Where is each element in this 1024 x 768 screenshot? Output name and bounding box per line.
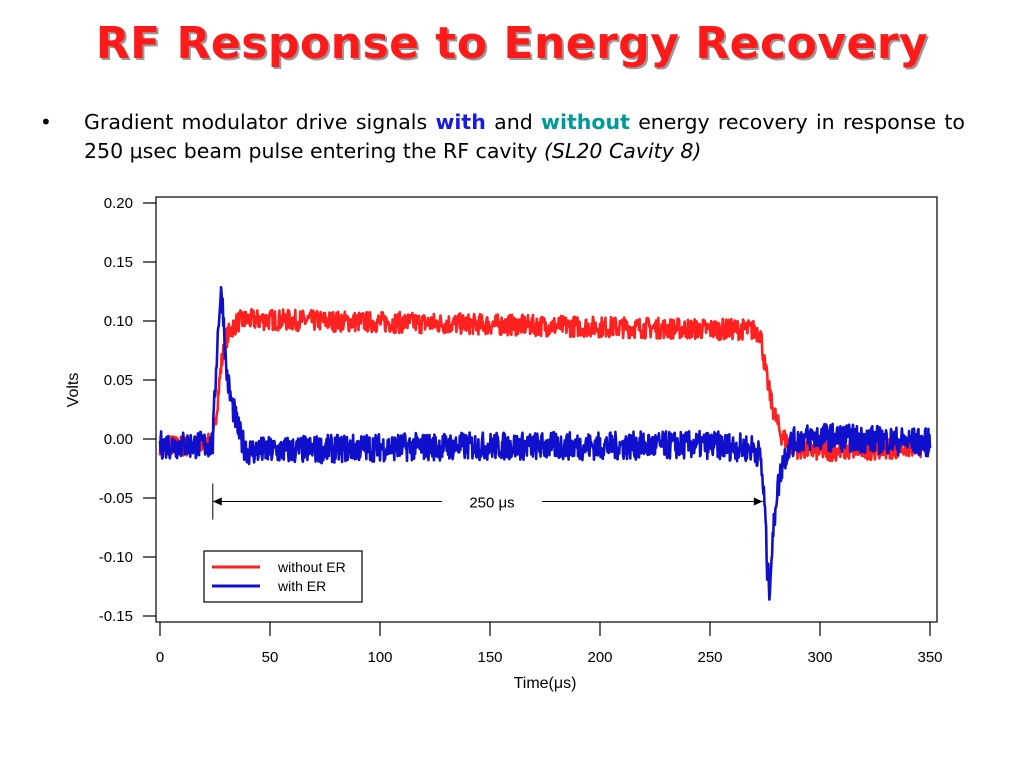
arrowhead-right [753, 497, 763, 506]
legend: without ER with ER [203, 550, 363, 603]
bullet-text-a: Gradient modulator drive signals [84, 110, 428, 134]
y-axis-label: Volts [65, 373, 82, 408]
x-tick-label: 150 [477, 649, 502, 666]
y-tick-label: 0.00 [104, 431, 133, 448]
x-tick-label: 50 [262, 649, 279, 666]
plot-area: 0.20 0.15 0.10 0.05 0.00 -0.05 -0.10 -0.15 0 50 10… [99, 195, 943, 666]
y-tick-label: 0.05 [104, 372, 133, 389]
y-tick-label: -0.15 [99, 608, 133, 625]
arrowhead-left [212, 497, 222, 506]
x-tick-label: 100 [367, 649, 392, 666]
x-tick-label: 200 [587, 649, 612, 666]
plot-frame [155, 196, 938, 623]
legend-label-with-er: with ER [277, 578, 326, 594]
x-tick-label: 0 [156, 649, 164, 666]
keyword-with: with [435, 110, 486, 134]
x-tick-label: 300 [807, 649, 832, 666]
x-tick-label: 250 [697, 649, 722, 666]
keyword-without: without [541, 110, 630, 134]
y-tick-label: 0.15 [104, 254, 133, 271]
y-tick-label: 0.10 [104, 313, 133, 330]
bullet-point: • Gradient modulator drive signals with … [40, 108, 965, 166]
cavity-label: (SL20 Cavity 8) [543, 139, 702, 163]
bullet-text-c: energy recovery in response to 250 μsec … [84, 110, 965, 163]
slide-title: RF Response to Energy Recovery [95, 18, 929, 69]
y-tick-label: -0.05 [99, 490, 133, 507]
bullet-marker: • [40, 110, 52, 134]
x-axis-label: Time(μs) [514, 675, 577, 692]
legend-box [203, 550, 363, 603]
y-tick-label: 0.20 [104, 195, 133, 212]
bullet-text-b: and [494, 110, 533, 134]
x-tick-label: 350 [917, 649, 942, 666]
legend-label-without-er: without ER [277, 559, 346, 575]
y-tick-label: -0.10 [99, 549, 133, 566]
bullet-text: Gradient modulator drive signals with an… [84, 108, 965, 166]
annotation-label: 250 μs [469, 495, 514, 512]
series-line-with-er [158, 285, 932, 601]
